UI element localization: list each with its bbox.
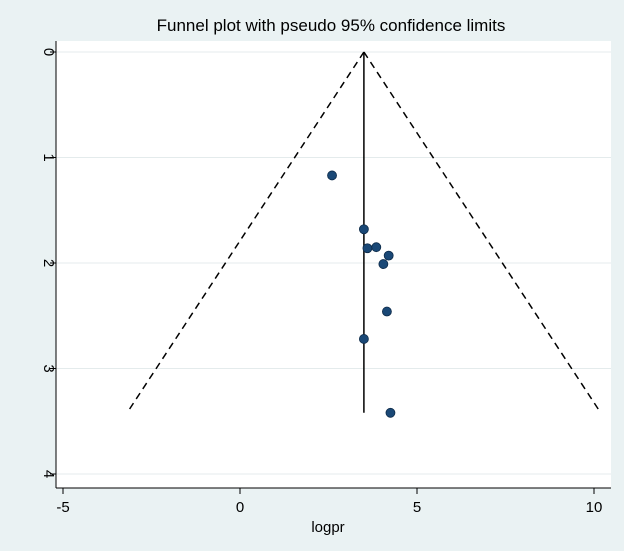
x-tick-label-0: -5: [56, 499, 69, 516]
data-point-7: [358, 334, 369, 344]
data-point-2: [362, 243, 373, 254]
y-tick-label-3: 3: [40, 364, 57, 372]
y-tick-label-2: 2: [40, 259, 57, 267]
y-tick-label-4: 4: [40, 470, 57, 478]
data-point-8: [385, 407, 396, 418]
x-tick-label-1: 0: [236, 499, 244, 516]
data-point-1: [358, 224, 369, 235]
data-point-3: [371, 242, 382, 253]
x-tick-label-3: 10: [586, 499, 603, 516]
data-point-4: [378, 259, 389, 269]
y-tick-label-1: 1: [40, 153, 57, 161]
gridlines: [56, 51, 611, 475]
data-point-0: [327, 170, 337, 181]
y-tick-label-0: 0: [40, 48, 57, 56]
axes: 0 1 2 3 4 -5 0 5 10: [40, 41, 611, 516]
x-tick-label-2: 5: [413, 499, 421, 516]
data-point-6: [382, 306, 392, 317]
plot-area: [56, 41, 611, 488]
x-axis-label: logpr: [311, 519, 344, 536]
data-point-5: [383, 250, 394, 261]
chart-title: Funnel plot with pseudo 95% confidence l…: [157, 16, 506, 35]
data-points: [327, 170, 396, 418]
